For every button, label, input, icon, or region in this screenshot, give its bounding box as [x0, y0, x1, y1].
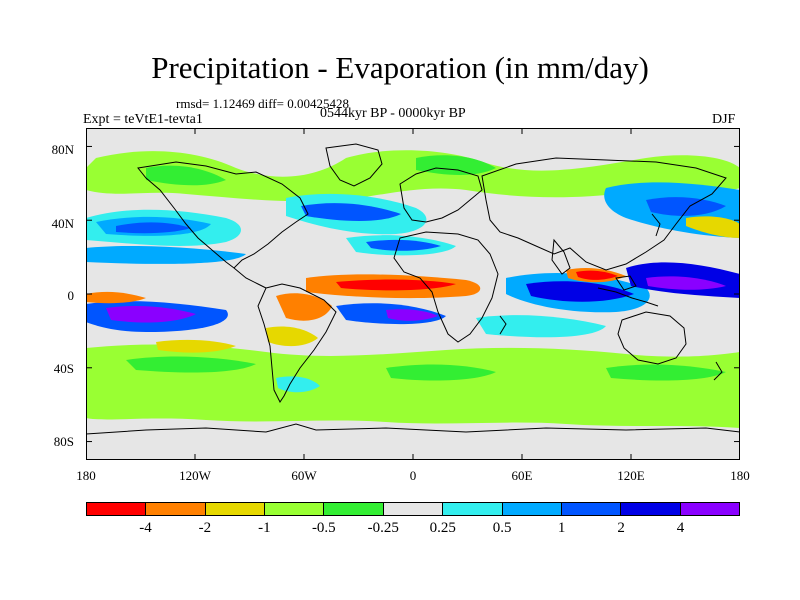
colorbar-label: -0.25: [367, 520, 399, 536]
colorbar-label: 0.25: [429, 520, 456, 536]
field-region: [526, 281, 634, 302]
coastline-asia: [481, 157, 727, 271]
coastlines: [86, 143, 740, 435]
p-e-field: [86, 150, 740, 460]
colorbar-label: -0.5: [311, 520, 336, 536]
coastline-south-america: [257, 283, 337, 403]
world-map: [86, 128, 740, 460]
lon-label-60w: 60W: [291, 468, 317, 483]
lon-label-0: 0: [409, 468, 417, 483]
field-region: [86, 428, 740, 460]
field-region: [576, 270, 618, 280]
coastline-new-zealand: [713, 361, 723, 381]
coastline-australia: [617, 311, 687, 365]
coastline-greenland: [325, 143, 383, 187]
colorbar-label: -4: [139, 520, 152, 536]
season-label: DJF: [712, 112, 736, 127]
coastline-central-america: [233, 267, 267, 289]
colorbar-label: 4: [676, 520, 685, 536]
lon-label-180e: 180: [730, 468, 750, 483]
colorbar-label: -1: [258, 520, 271, 536]
colorbar-label: 0.5: [492, 520, 512, 536]
statistics-text: rmsd= 1.12469 diff= 0.00425428: [176, 96, 349, 111]
period-label: 0544kyr BP - 0000kyr BP: [320, 106, 466, 121]
map-title: Precipitation - Evaporation (in mm/day): [151, 50, 649, 85]
colorbar-swatch: [502, 503, 562, 515]
lat-label-80s: 80S: [53, 434, 74, 449]
coastline-madagascar: [499, 315, 507, 335]
field-region: [86, 246, 246, 264]
coastline-europe: [399, 167, 483, 223]
axis-ticks: [86, 128, 740, 460]
field-region: [116, 222, 191, 234]
colorbar-swatch: [561, 503, 622, 515]
field-region: [416, 155, 496, 175]
field-region: [646, 197, 726, 216]
map-panel: [86, 128, 740, 460]
coastline-africa: [393, 231, 499, 343]
field-region: [266, 326, 318, 347]
field-region: [476, 315, 606, 338]
colorbar-label: 1: [557, 520, 566, 536]
colorbar-swatch: [621, 503, 681, 515]
lon-label-120w: 120W: [179, 468, 211, 483]
field-region: [146, 165, 226, 186]
field-region: [606, 364, 726, 381]
field-region: [276, 376, 320, 393]
field-region: [366, 239, 441, 251]
lon-label-120e: 120E: [617, 468, 645, 483]
field-region: [301, 203, 401, 221]
coastline-borneo: [615, 275, 637, 291]
colorbar-swatch: [265, 503, 325, 515]
lat-label-0: 0: [67, 288, 75, 303]
field-region: [336, 279, 456, 291]
lat-label-40s: 40S: [53, 361, 74, 376]
colorbar-label: -2: [198, 520, 212, 536]
colorbar-swatch: [324, 503, 384, 515]
field-region: [276, 293, 332, 321]
experiment-label: Expt = teVtE1-tevta1: [83, 112, 203, 127]
colorbar-swatch: [443, 503, 503, 515]
coastline-india: [551, 238, 571, 275]
field-region: [686, 216, 740, 238]
colorbar-swatch: [383, 503, 444, 515]
colorbar-label: 2: [617, 520, 625, 536]
field-region: [86, 291, 146, 304]
field-region: [386, 309, 438, 321]
colorbar-swatch: [146, 503, 206, 515]
lon-label-180w: 180: [76, 468, 96, 483]
coastline-north-america: [137, 161, 309, 269]
lat-label-40n: 40N: [51, 216, 74, 231]
colorbar-swatch: [680, 503, 739, 515]
coastline-japan: [651, 213, 661, 237]
field-region: [106, 306, 196, 323]
colorbar: [86, 502, 740, 516]
colorbar-swatch: [205, 503, 266, 515]
lat-label-80n: 80N: [51, 142, 74, 157]
coastline-antarctica: [86, 423, 740, 435]
field-region: [646, 276, 726, 290]
field-region: [126, 356, 256, 373]
lon-label-60e: 60E: [511, 468, 533, 483]
field-region: [156, 339, 236, 353]
colorbar-swatch: [87, 503, 147, 515]
coastline-indonesia: [597, 287, 659, 307]
field-region: [386, 364, 496, 381]
